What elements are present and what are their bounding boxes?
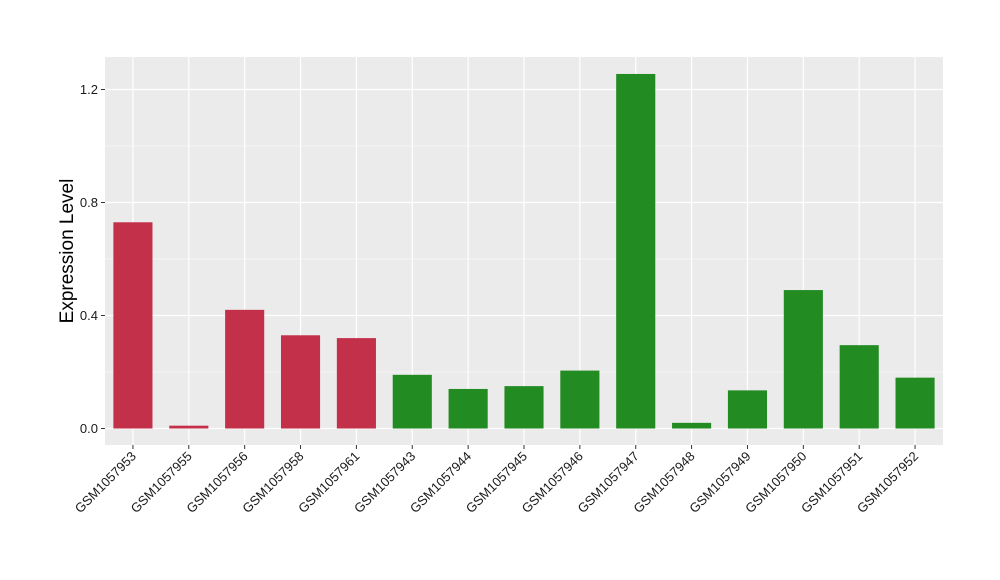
bar-GSM1057953	[113, 222, 153, 429]
y-tick-label: 0.8	[80, 195, 98, 210]
y-axis-title: Expression Level	[57, 179, 78, 324]
bar-GSM1057951	[839, 345, 879, 429]
bar-GSM1057952	[895, 377, 935, 429]
bars	[113, 73, 935, 429]
bar-GSM1057947	[616, 73, 656, 429]
bar-GSM1057949	[727, 390, 768, 429]
y-axis: 0.0 0.4 0.8 1.2	[80, 82, 105, 436]
bar-GSM1057946	[560, 370, 600, 429]
y-tick-label: 1.2	[80, 82, 98, 97]
bar-GSM1057956	[225, 309, 265, 429]
bar-GSM1057950	[783, 290, 823, 429]
bar-GSM1057955	[169, 425, 209, 429]
bar-GSM1057961	[336, 338, 376, 429]
y-tick-label: 0.4	[80, 308, 98, 323]
x-axis: GSM1057953GSM1057955GSM1057956GSM1057958…	[72, 445, 921, 516]
bar-GSM1057943	[392, 374, 432, 429]
y-tick-label: 0.0	[80, 421, 98, 436]
bar-GSM1057948	[672, 422, 712, 429]
bar-GSM1057958	[280, 335, 321, 429]
bar-GSM1057945	[504, 386, 544, 429]
bar-GSM1057944	[448, 388, 488, 429]
